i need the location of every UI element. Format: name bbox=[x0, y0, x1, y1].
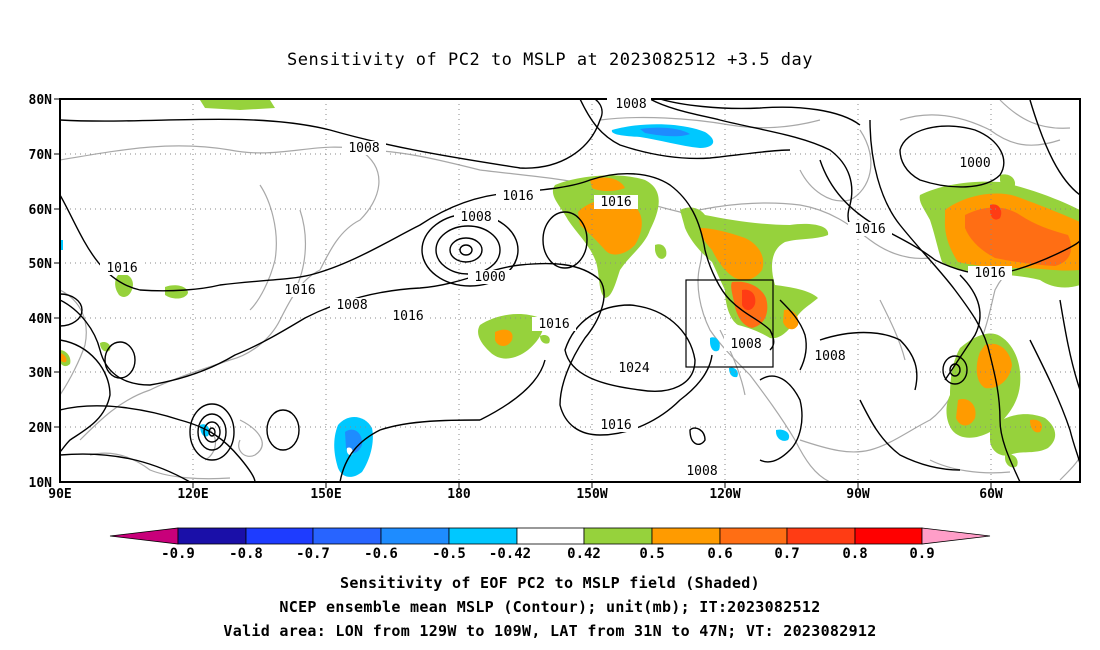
contour-label: 1016 bbox=[854, 222, 885, 237]
colorbar-labels: -0.9 -0.8 -0.7 -0.6 -0.5 -0.42 0.42 0.5 … bbox=[161, 546, 935, 562]
colorbar-swatch bbox=[786, 527, 856, 545]
colorbar-label: -0.7 bbox=[296, 546, 330, 562]
lat-label: 20N bbox=[29, 421, 53, 436]
colorbar-swatch bbox=[719, 527, 788, 545]
colorbar-swatch bbox=[245, 527, 314, 545]
lat-label: 40N bbox=[29, 312, 53, 327]
colorbar bbox=[109, 527, 991, 545]
shade-red bbox=[742, 289, 756, 311]
contour-label: 1016 bbox=[974, 266, 1005, 281]
colorbar-label: 0.9 bbox=[909, 546, 934, 562]
contour-label: 1016 bbox=[502, 189, 533, 204]
colorbar-swatch bbox=[516, 527, 585, 545]
contour-label: 1024 bbox=[618, 361, 649, 376]
shade-orange bbox=[578, 198, 642, 255]
lon-label: 90W bbox=[846, 487, 870, 502]
shade-green bbox=[200, 100, 275, 110]
lat-label: 10N bbox=[29, 476, 53, 491]
shade-green bbox=[540, 334, 550, 344]
map-border bbox=[59, 98, 1081, 483]
shade-darkorange bbox=[965, 207, 1072, 266]
colorbar-swatch bbox=[380, 527, 450, 545]
contour-label: 1008 bbox=[348, 141, 379, 156]
shade-blue bbox=[640, 127, 690, 137]
contour-label: 1000 bbox=[474, 270, 505, 285]
lat-label: 80N bbox=[29, 93, 53, 108]
shade-green bbox=[115, 274, 133, 297]
colorbar-swatch bbox=[448, 527, 518, 545]
lon-label: 120W bbox=[709, 487, 740, 502]
contour-label: 1016 bbox=[600, 418, 631, 433]
map-title: Sensitivity of PC2 to MSLP at 2023082512… bbox=[286, 50, 813, 70]
contour-label: 1008 bbox=[686, 464, 717, 479]
colorbar-label: 0.5 bbox=[639, 546, 664, 562]
lat-label: 60N bbox=[29, 203, 53, 218]
shade-green bbox=[165, 285, 188, 299]
colorbar-swatch bbox=[177, 527, 247, 545]
shade-orange bbox=[783, 309, 799, 330]
colorbar-label: 0.7 bbox=[774, 546, 799, 562]
lon-label: 120E bbox=[177, 487, 208, 502]
colorbar-label: 0.6 bbox=[707, 546, 732, 562]
shade-orange bbox=[495, 329, 513, 346]
lat-label: 50N bbox=[29, 257, 53, 272]
lon-label: 90E bbox=[48, 487, 71, 502]
colorbar-label: 0.42 bbox=[567, 546, 601, 562]
colorbar-swatch bbox=[651, 527, 721, 545]
shade-orange bbox=[1030, 419, 1042, 433]
contour-label: 1008 bbox=[814, 349, 845, 364]
lon-label: 150E bbox=[310, 487, 341, 502]
contour-label: 1000 bbox=[959, 156, 990, 171]
colorbar-label: -0.6 bbox=[364, 546, 398, 562]
shade-orange bbox=[590, 177, 625, 191]
shade-green bbox=[1005, 454, 1018, 468]
contour-label: 1016 bbox=[600, 195, 631, 210]
colorbar-left-triangle bbox=[109, 527, 179, 545]
shade-cyan bbox=[776, 429, 790, 441]
colorbar-swatch bbox=[312, 527, 382, 545]
colorbar-label: -0.8 bbox=[229, 546, 263, 562]
footer-line-2: NCEP ensemble mean MSLP (Contour); unit(… bbox=[279, 598, 821, 616]
lat-label: 70N bbox=[29, 148, 53, 163]
contour-label: 1008 bbox=[730, 337, 761, 352]
colorbar-right-triangle bbox=[921, 527, 991, 545]
latitude-labels: 80N 70N 60N 50N 40N 30N 20N 10N bbox=[29, 93, 60, 491]
shaded-sensitivity bbox=[60, 100, 1080, 477]
shade-blue bbox=[345, 429, 363, 453]
map-area bbox=[60, 99, 1080, 482]
footer-line-1: Sensitivity of EOF PC2 to MSLP field (Sh… bbox=[340, 574, 760, 592]
contour-label: 1008 bbox=[460, 210, 491, 225]
shade-cyan bbox=[710, 337, 720, 352]
contour-label: 1016 bbox=[284, 283, 315, 298]
shade-cyan bbox=[729, 367, 738, 378]
colorbar-swatch bbox=[583, 527, 653, 545]
contour-label: 1008 bbox=[336, 298, 367, 313]
colorbar-label: -0.42 bbox=[489, 546, 531, 562]
shade-orange bbox=[700, 228, 764, 280]
shade-red bbox=[990, 204, 1002, 220]
contour-label: 1016 bbox=[106, 261, 137, 276]
lat-label: 30N bbox=[29, 366, 53, 381]
lon-label: 150W bbox=[576, 487, 607, 502]
contour-label: 1016 bbox=[392, 309, 423, 324]
colorbar-label: 0.8 bbox=[842, 546, 867, 562]
lon-label: 60W bbox=[979, 487, 1003, 502]
shade-cyan bbox=[611, 124, 714, 148]
shade-green bbox=[655, 244, 667, 259]
footer-line-3: Valid area: LON from 129W to 109W, LAT f… bbox=[223, 622, 877, 640]
colorbar-label: -0.5 bbox=[432, 546, 466, 562]
shade-orange bbox=[60, 353, 67, 363]
contour-label: 1008 bbox=[615, 97, 646, 112]
shade-orange bbox=[956, 399, 976, 426]
lon-label: 180 bbox=[447, 487, 471, 502]
colorbar-swatch bbox=[854, 527, 923, 545]
contour-label: 1016 bbox=[538, 317, 569, 332]
longitude-labels: 90E 120E 150E 180 150W 120W 90W 60W bbox=[48, 482, 1003, 502]
shade-green bbox=[1000, 174, 1016, 189]
valid-area-box bbox=[685, 279, 774, 368]
shade-orange bbox=[976, 343, 1012, 389]
contour-label-group: 1008 1008 1016 1016 1000 1016 1000 1008 … bbox=[100, 97, 1012, 479]
colorbar-label: -0.9 bbox=[161, 546, 195, 562]
